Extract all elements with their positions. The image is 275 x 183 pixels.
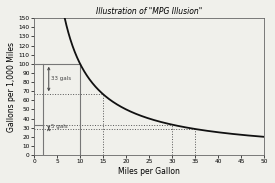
Text: 33 gals: 33 gals — [51, 76, 71, 81]
Y-axis label: Gallons per 1,000 Miles: Gallons per 1,000 Miles — [7, 42, 16, 132]
X-axis label: Miles per Gallon: Miles per Gallon — [118, 167, 180, 176]
Text: 5 gals: 5 gals — [51, 124, 68, 129]
Title: Illustration of "MPG Illusion": Illustration of "MPG Illusion" — [96, 7, 202, 16]
